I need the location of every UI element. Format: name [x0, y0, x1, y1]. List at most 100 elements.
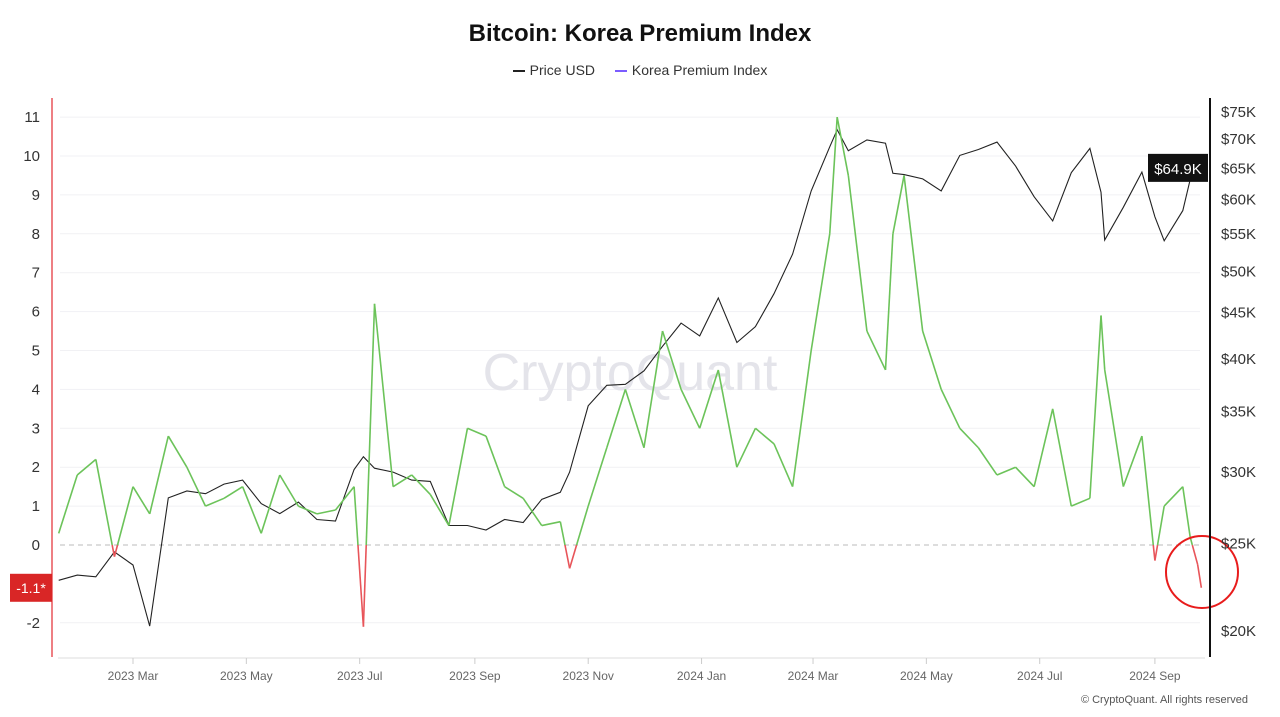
x-axis-tick-label: 2024 Sep [1129, 669, 1181, 683]
x-axis-tick-label: 2023 Sep [449, 669, 501, 683]
premium-segment [1141, 435, 1155, 546]
premium-segment [828, 117, 838, 234]
premium-segment [467, 427, 487, 437]
premium-segment [959, 427, 979, 449]
premium-segment [643, 330, 664, 448]
premium-segment [587, 447, 608, 507]
premium-segment [365, 303, 376, 546]
x-axis-tick-label: 2024 May [900, 669, 953, 683]
premium-segment [148, 435, 170, 515]
left-axis-tick-label: 3 [32, 420, 40, 437]
premium-segment [1100, 315, 1106, 371]
left-axis-tick-label: 9 [32, 187, 40, 204]
premium-segment [940, 389, 961, 429]
current-price-badge [1148, 153, 1208, 182]
premium-segment [167, 435, 188, 468]
current-premium-badge [10, 573, 52, 602]
watermark: CryptoQuant [483, 344, 778, 402]
premium-segment [373, 303, 394, 487]
legend-item-price[interactable]: Price USD [512, 62, 595, 78]
copyright: © CryptoQuant. All rights reserved [1080, 694, 1248, 706]
premium-segment [116, 486, 134, 546]
premium-segment [791, 350, 812, 487]
left-axis-tick-label: 0 [32, 537, 40, 554]
premium-segment [362, 544, 368, 627]
legend-swatch-price [512, 70, 525, 73]
left-axis-tick-label: 6 [32, 304, 40, 321]
premium-segment [1154, 544, 1159, 561]
right-axis-tick-label: $75K [1221, 104, 1256, 121]
premium-segment [186, 466, 207, 507]
premium-segment [773, 443, 794, 487]
premium-segment [392, 474, 413, 488]
premium-segment [298, 505, 318, 515]
premium-segment [541, 520, 561, 527]
premium-segment [717, 369, 738, 468]
x-axis-tick-label: 2024 Jul [1017, 669, 1062, 683]
premium-segment [624, 389, 645, 448]
premium-segment [411, 474, 431, 495]
premium-segment [316, 509, 336, 515]
premium-segment [559, 521, 566, 546]
right-axis-tick-label: $25K [1221, 535, 1256, 552]
premium-segment [1156, 505, 1165, 546]
current-premium-label: -1.1* [16, 580, 46, 596]
left-axis-tick-label: 8 [32, 226, 40, 243]
premium-segment [866, 330, 887, 371]
premium-segment [205, 497, 225, 507]
premium-segment [1014, 466, 1035, 488]
legend-item-premium[interactable]: Korea Premium Index [614, 62, 767, 78]
premium-segment [977, 447, 998, 476]
premium-segment [260, 474, 281, 534]
premium-segment [892, 175, 905, 234]
left-axis-tick-label: 11 [24, 109, 40, 126]
premium-segment [1089, 315, 1102, 499]
right-axis-tick-label: $55K [1221, 226, 1256, 243]
premium-segment [223, 485, 244, 499]
premium-segment [57, 474, 79, 534]
premium-segment [1196, 564, 1203, 588]
right-axis-tick-label: $60K [1221, 192, 1256, 209]
premium-segment [522, 497, 543, 527]
x-axis-tick-label: 2023 Nov [563, 669, 614, 683]
current-price-label: $64.9K [1154, 161, 1202, 178]
premium-segment [1122, 435, 1143, 487]
premium-segment [1070, 497, 1091, 507]
right-axis-tick-label: $45K [1221, 305, 1256, 322]
x-axis-tick-label: 2024 Mar [788, 669, 839, 683]
price-usd-line [58, 128, 1202, 627]
premium-segment [903, 175, 924, 332]
right-axis-tick-label: $65K [1221, 160, 1256, 177]
premium-segment [736, 427, 757, 468]
premium-segment [95, 459, 113, 546]
right-axis-tick-label: $35K [1221, 403, 1256, 420]
premium-segment [357, 544, 365, 627]
premium-segment [504, 485, 524, 499]
premium-segment [921, 330, 942, 390]
left-axis-tick-label: 4 [32, 381, 40, 398]
premium-segment [606, 389, 627, 448]
legend-swatch-premium [614, 70, 627, 73]
premium-segment [485, 435, 506, 487]
premium-segment [810, 233, 831, 351]
premium-segment [1181, 486, 1191, 538]
premium-segment [996, 466, 1016, 476]
x-axis-tick-label: 2024 Jan [677, 669, 726, 683]
premium-segment [698, 369, 720, 429]
premium-segment [1163, 486, 1184, 507]
right-axis-tick-label: $40K [1221, 351, 1256, 368]
premium-segment [76, 458, 97, 476]
x-axis-tick-label: 2023 Mar [108, 669, 159, 683]
legend: Price USD Korea Premium Index [0, 62, 1280, 78]
premium-segment [353, 486, 359, 546]
x-axis-tick-label: 2023 May [220, 669, 273, 683]
chart-title: Bitcoin: Korea Premium Index [468, 20, 812, 47]
premium-segment [334, 486, 355, 511]
premium-segment [754, 427, 775, 445]
left-axis-tick-label: 1 [32, 498, 40, 515]
premium-segment [113, 544, 119, 557]
premium-segment [661, 330, 682, 390]
premium-segment [1103, 369, 1125, 487]
premium-segment [1033, 408, 1054, 487]
